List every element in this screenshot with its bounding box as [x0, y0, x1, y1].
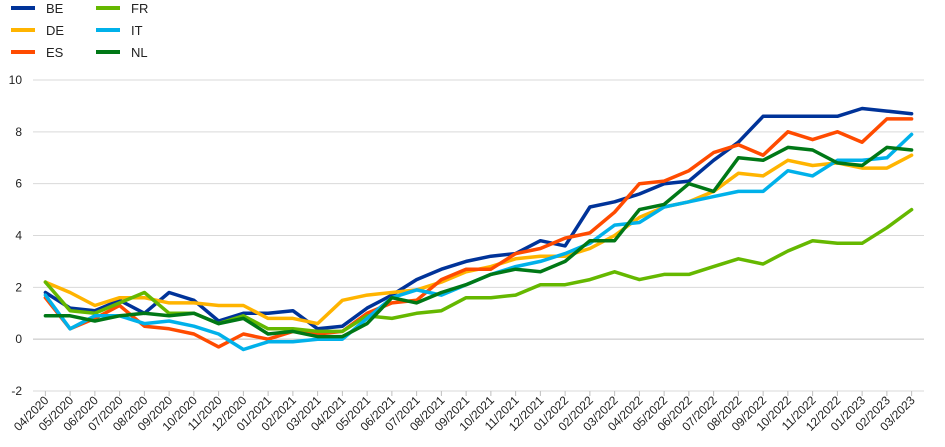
gridlines [33, 79, 924, 392]
x-axis: 04/202005/202006/202007/202008/202009/20… [11, 391, 918, 434]
y-tick-label: 0 [15, 332, 22, 346]
y-axis: -2 0 2 4 6 8 10 [9, 73, 23, 398]
legend: BE DE ES FR IT NL [11, 1, 148, 60]
y-tick-label: 4 [15, 229, 22, 243]
series-line-nl [43, 145, 914, 339]
legend-label-es: ES [46, 45, 64, 60]
legend-label-fr: FR [131, 1, 148, 16]
y-tick-label: 2 [15, 280, 22, 294]
legend-label-de: DE [46, 23, 64, 38]
series-line-it [43, 132, 914, 352]
series-line-es [43, 117, 914, 349]
legend-label-be: BE [46, 1, 64, 16]
y-tick-label: 10 [9, 73, 23, 87]
y-tick-label: -2 [11, 384, 22, 398]
plot-area [43, 106, 914, 352]
y-tick-label: 6 [15, 177, 22, 191]
legend-label-nl: NL [131, 45, 148, 60]
legend-label-it: IT [131, 23, 143, 38]
y-tick-label: 8 [15, 125, 22, 139]
series-line-be [43, 106, 914, 331]
